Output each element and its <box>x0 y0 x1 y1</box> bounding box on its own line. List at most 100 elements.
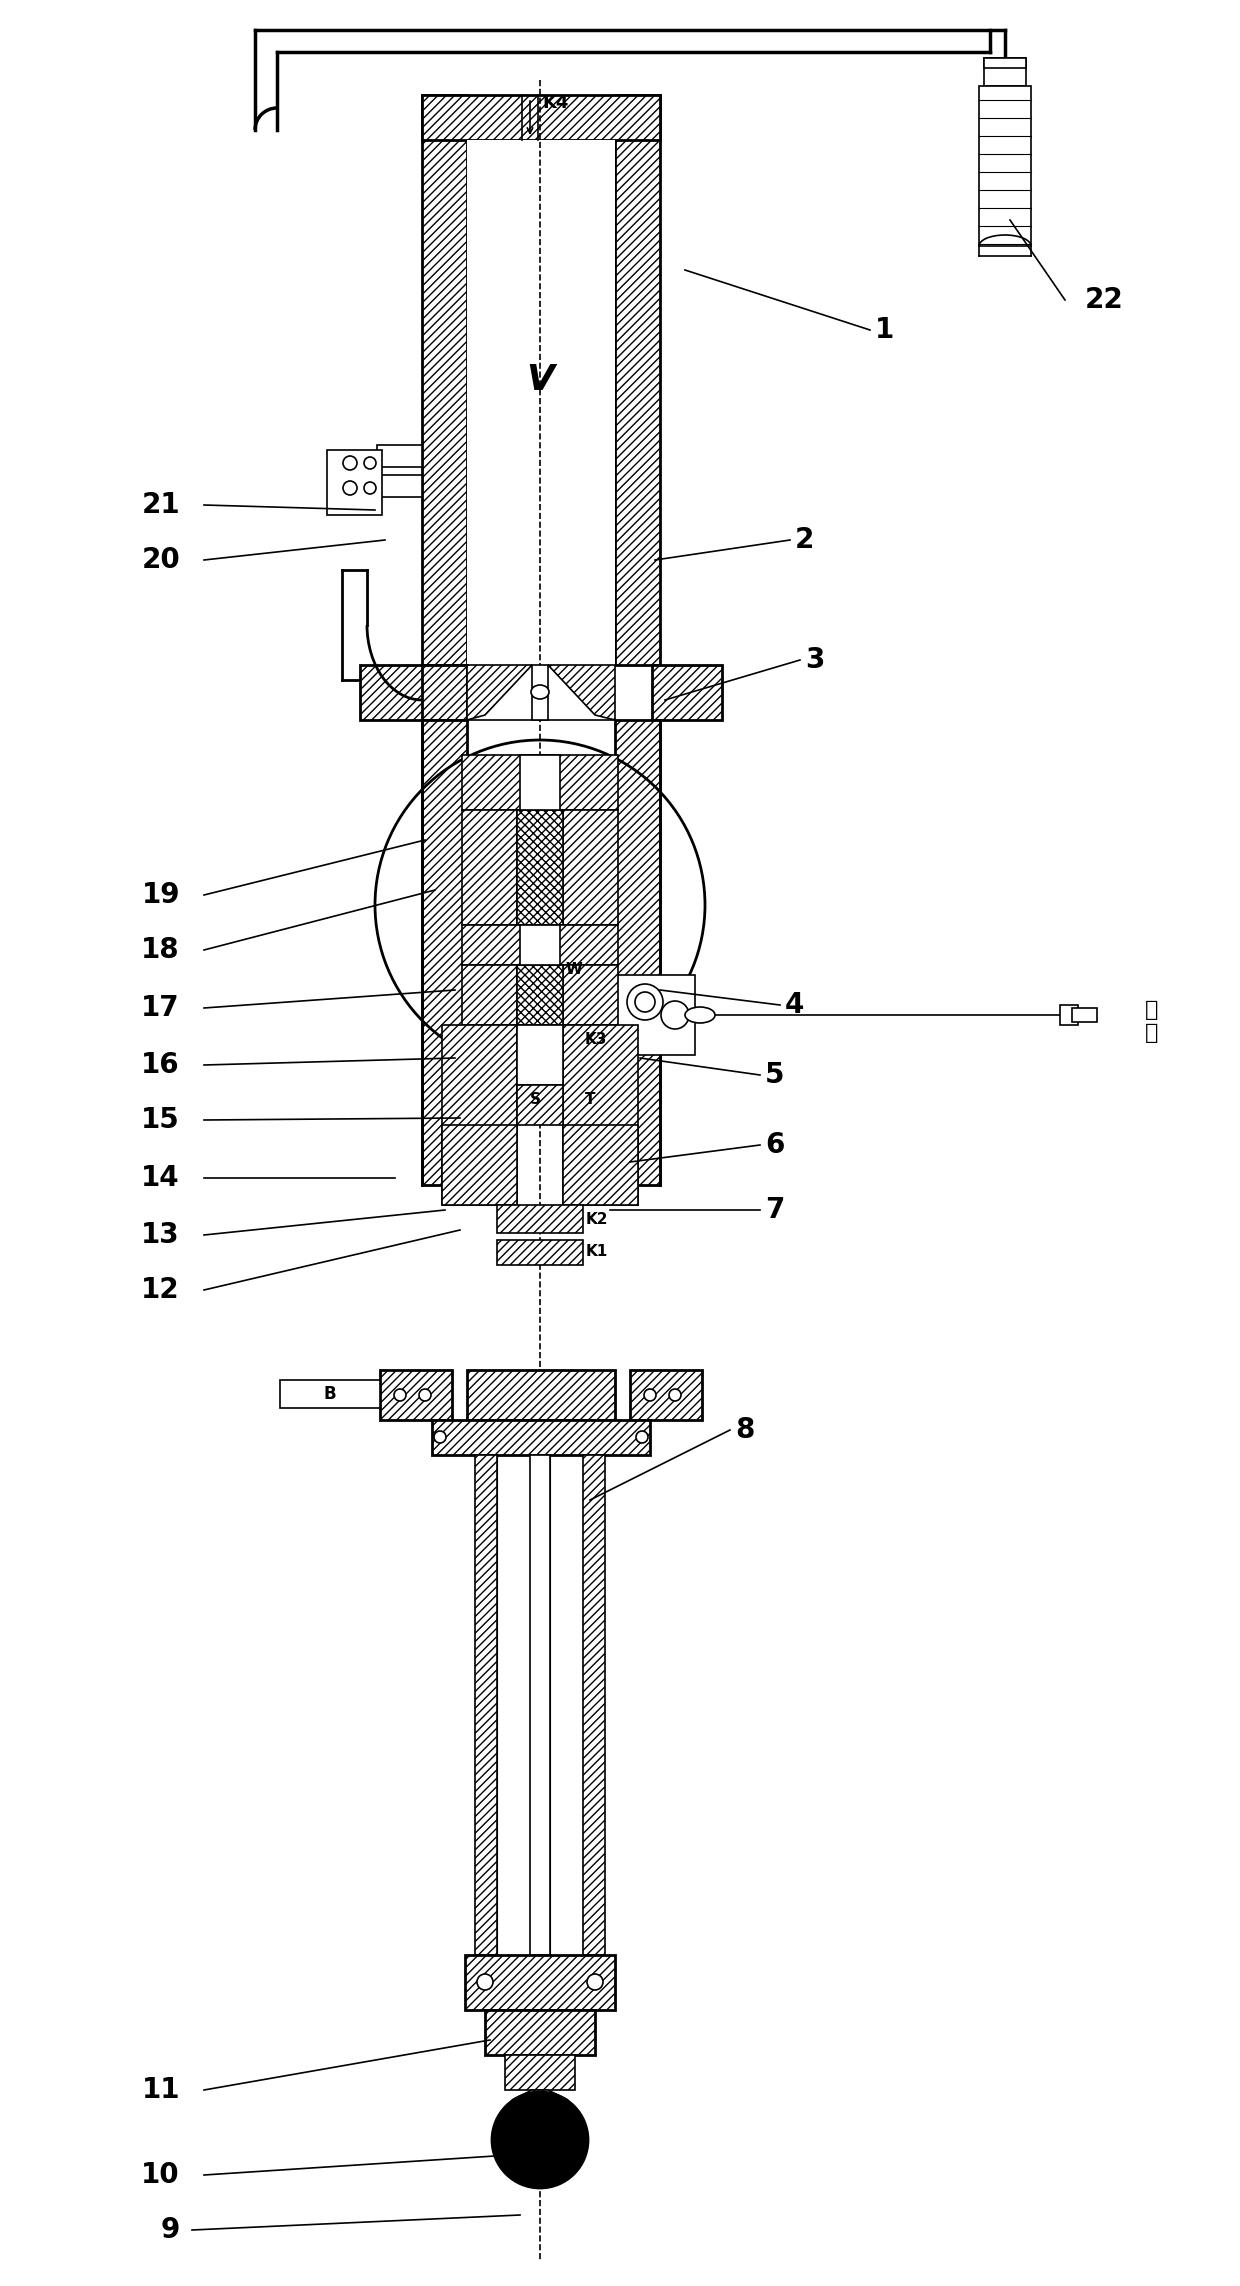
Bar <box>441 1125 517 1205</box>
Bar <box>497 1205 583 1232</box>
Bar <box>563 1024 639 1205</box>
Bar <box>377 446 422 466</box>
Bar <box>520 926 560 965</box>
Bar <box>377 475 422 496</box>
Circle shape <box>343 480 357 496</box>
Text: 10: 10 <box>141 2160 180 2190</box>
Bar <box>327 450 382 514</box>
Text: 7: 7 <box>765 1196 785 1223</box>
Bar <box>1073 1008 1097 1022</box>
Text: 17: 17 <box>141 994 180 1022</box>
Bar <box>563 1125 639 1205</box>
Circle shape <box>587 1975 603 1991</box>
Text: 压: 压 <box>1145 999 1158 1020</box>
Circle shape <box>635 992 655 1013</box>
Circle shape <box>394 1390 405 1401</box>
Circle shape <box>661 1001 689 1029</box>
Text: U: U <box>526 752 554 786</box>
Text: 13: 13 <box>141 1221 180 1248</box>
Text: 14: 14 <box>141 1164 180 1191</box>
Circle shape <box>419 1390 432 1401</box>
Circle shape <box>343 455 357 471</box>
Bar <box>463 965 517 1024</box>
Text: B: B <box>324 1385 336 1404</box>
Bar <box>985 57 1025 87</box>
Bar <box>1060 1006 1078 1024</box>
Circle shape <box>365 457 376 469</box>
Text: K1: K1 <box>587 1244 609 1260</box>
Circle shape <box>434 1431 446 1442</box>
Text: 18: 18 <box>141 935 180 965</box>
Bar <box>497 1454 583 1955</box>
Text: 8: 8 <box>735 1415 754 1445</box>
Bar <box>485 2009 595 2055</box>
Bar <box>422 96 660 139</box>
Text: 4: 4 <box>785 992 805 1020</box>
Bar <box>985 57 1025 69</box>
Bar <box>615 720 660 1184</box>
Bar <box>980 87 1030 247</box>
Bar <box>528 754 552 1006</box>
Ellipse shape <box>531 686 549 700</box>
Bar <box>517 809 563 926</box>
Bar <box>520 754 560 809</box>
Text: K3: K3 <box>585 1033 608 1047</box>
Text: S: S <box>529 1093 541 1106</box>
Circle shape <box>477 1975 494 1991</box>
Text: 1: 1 <box>875 315 894 343</box>
Bar <box>463 754 618 809</box>
Circle shape <box>627 983 663 1020</box>
Text: 板: 板 <box>1145 1024 1158 1042</box>
Text: 5: 5 <box>765 1061 785 1088</box>
Bar <box>280 1381 379 1408</box>
Bar <box>517 1086 563 1125</box>
Bar <box>463 809 517 926</box>
Text: 11: 11 <box>141 2076 180 2103</box>
Circle shape <box>365 482 376 494</box>
Text: 22: 22 <box>1085 286 1123 313</box>
Bar <box>583 1454 605 1955</box>
Bar <box>467 1369 615 1420</box>
Text: T: T <box>585 1093 595 1106</box>
Bar <box>475 1454 497 1955</box>
Bar <box>615 976 694 1056</box>
Bar <box>497 1239 583 1264</box>
Bar <box>630 1369 702 1420</box>
Bar <box>563 965 618 1024</box>
Polygon shape <box>422 665 467 720</box>
Bar <box>532 665 548 720</box>
Bar <box>422 720 467 1184</box>
Polygon shape <box>512 2089 568 2101</box>
Text: 16: 16 <box>141 1052 180 1079</box>
Bar <box>422 96 467 665</box>
Text: 9: 9 <box>161 2215 180 2245</box>
Polygon shape <box>467 665 532 720</box>
Text: V: V <box>526 363 554 398</box>
Bar <box>563 809 618 926</box>
Polygon shape <box>548 665 615 720</box>
Bar <box>517 1024 563 1086</box>
Text: 15: 15 <box>141 1106 180 1134</box>
Bar <box>505 2055 575 2089</box>
Text: 2: 2 <box>795 526 815 553</box>
Circle shape <box>492 2092 588 2188</box>
Text: 21: 21 <box>141 491 180 519</box>
Text: 19: 19 <box>141 880 180 910</box>
Text: 12: 12 <box>141 1276 180 1303</box>
Bar <box>517 965 563 1024</box>
Text: 6: 6 <box>765 1132 785 1159</box>
Bar <box>465 1955 615 2009</box>
Text: W: W <box>565 962 583 976</box>
Bar <box>360 665 430 720</box>
Text: 20: 20 <box>141 546 180 574</box>
Bar <box>529 1454 551 1955</box>
Circle shape <box>636 1431 649 1442</box>
Bar <box>432 1420 650 1454</box>
Bar <box>615 96 660 665</box>
Circle shape <box>670 1390 681 1401</box>
Bar <box>379 1369 453 1420</box>
Bar <box>652 665 722 720</box>
Bar <box>463 926 618 965</box>
Text: 3: 3 <box>805 647 825 674</box>
Bar <box>467 139 615 665</box>
